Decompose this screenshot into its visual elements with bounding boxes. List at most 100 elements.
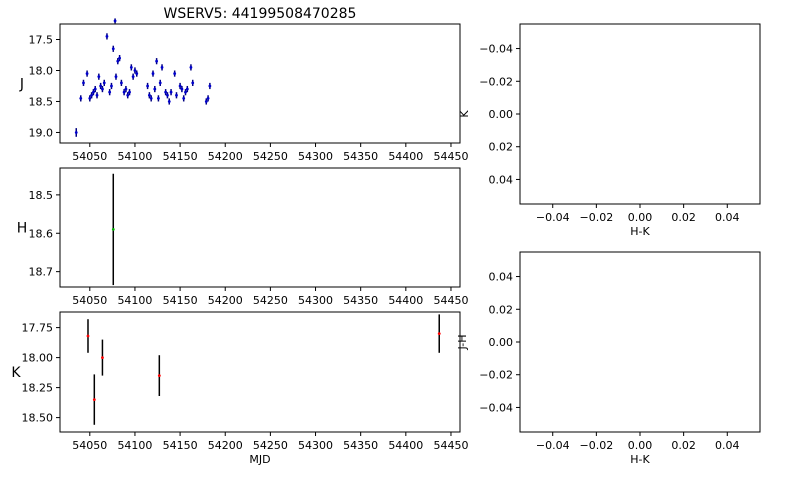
axes-frame xyxy=(59,311,461,433)
data-point xyxy=(155,59,159,63)
x-tick-label: 54300 xyxy=(298,150,333,163)
x-tick-label: 54400 xyxy=(388,150,423,163)
data-point xyxy=(92,398,96,401)
data-point xyxy=(114,75,118,79)
x-tick-label: 0.00 xyxy=(628,211,653,224)
panel-j: 54050 54100 54150 54200 54250 54300 54350 54400… xyxy=(19,18,468,163)
y-axis-label: H xyxy=(17,221,28,237)
data-point xyxy=(85,72,89,75)
data-point xyxy=(108,90,112,94)
x-tick-label: 54350 xyxy=(343,294,378,307)
data-point xyxy=(99,84,103,88)
axes-frame xyxy=(519,251,761,433)
data-point xyxy=(118,56,121,60)
x-tick-label: −0.04 xyxy=(536,439,570,452)
data-point xyxy=(185,87,189,91)
x-tick-label: 54300 xyxy=(298,294,333,307)
data-point xyxy=(101,87,104,91)
y-tick-label: −0.04 xyxy=(479,43,513,56)
x-tick-label: 54150 xyxy=(163,150,198,163)
x-tick-label: 54150 xyxy=(163,439,198,452)
x-tick-label: 54250 xyxy=(253,294,288,307)
data-point xyxy=(178,84,182,88)
data-point xyxy=(88,96,92,100)
panel-hk-k: −0.04 −0.02 0.00 0.02 0.04 −0.04 −0.02 0.00 0.02… xyxy=(458,23,761,238)
data-point xyxy=(169,90,173,94)
x-axis-label: H-K xyxy=(630,225,650,238)
x-tick-label: 54150 xyxy=(163,294,198,307)
y-tick-label: 17.5 xyxy=(29,33,54,46)
y-tick-label: 18.50 xyxy=(22,412,54,425)
data-point xyxy=(116,59,120,63)
y-tick-label: 18.5 xyxy=(29,189,54,202)
figure-title: WSERV5: 44199508470285 xyxy=(164,6,357,22)
data-point xyxy=(147,93,151,97)
axes-frame xyxy=(59,23,461,144)
x-tick-label: −0.04 xyxy=(536,211,570,224)
x-tick-label: −0.02 xyxy=(580,439,614,452)
data-point xyxy=(149,96,153,100)
x-tick-label: 54200 xyxy=(208,150,243,163)
y-tick-label: 18.6 xyxy=(29,227,54,240)
data-point xyxy=(86,334,90,338)
x-tick-label: 54050 xyxy=(72,439,107,452)
x-tick-label: 0.04 xyxy=(715,211,740,224)
data-point xyxy=(92,90,95,94)
y-tick-label: 0.02 xyxy=(489,303,514,316)
y-tick-label: −0.02 xyxy=(479,75,513,88)
x-axis-label: H-K xyxy=(630,453,650,466)
data-point xyxy=(110,84,113,88)
data-point xyxy=(182,96,186,100)
y-tick-label: −0.02 xyxy=(479,369,513,382)
data-point xyxy=(173,72,177,75)
x-tick-label: 54450 xyxy=(433,294,468,307)
y-axis-label: K xyxy=(458,110,471,118)
x-tick-label: −0.02 xyxy=(580,211,614,224)
y-tick-label: 17.75 xyxy=(22,322,54,335)
data-point xyxy=(119,81,123,85)
data-point xyxy=(111,47,115,51)
y-tick-label: 0.00 xyxy=(489,336,514,349)
data-point xyxy=(102,81,106,85)
data-point xyxy=(79,96,83,100)
x-tick-label: 54400 xyxy=(388,439,423,452)
panel-k: 54050 54100 54150 54200 54250 54300 54350 54400… xyxy=(11,311,468,466)
data-point xyxy=(122,90,126,94)
y-tick-label: 0.02 xyxy=(489,141,514,154)
axes-frame xyxy=(59,167,461,288)
data-point xyxy=(129,65,133,69)
x-tick-label: 0.04 xyxy=(715,439,740,452)
x-axis-label: MJD xyxy=(249,453,270,466)
data-point xyxy=(82,81,85,85)
panel-hk-jh: −0.04 −0.02 0.00 0.02 0.04 −0.04 −0.02 0.00 0.02… xyxy=(456,251,761,466)
x-tick-label: 54200 xyxy=(208,294,243,307)
y-tick-label: 0.00 xyxy=(489,108,514,121)
data-point xyxy=(167,100,171,103)
x-tick-label: 54400 xyxy=(388,294,423,307)
data-point xyxy=(184,90,187,94)
y-axis-label: J-H xyxy=(456,334,469,350)
x-tick-label: 54100 xyxy=(117,294,152,307)
data-point xyxy=(131,75,135,79)
data-point xyxy=(111,228,115,231)
x-tick-label: 54250 xyxy=(253,439,288,452)
data-point xyxy=(175,93,178,97)
data-point xyxy=(208,84,212,88)
data-point xyxy=(113,19,117,23)
y-axis-label: K xyxy=(11,365,21,381)
data-point xyxy=(95,93,99,97)
y-tick-label: 18.00 xyxy=(22,352,54,365)
data-point xyxy=(153,87,157,91)
x-tick-label: 54100 xyxy=(117,439,152,452)
data-point xyxy=(146,84,149,88)
data-point xyxy=(101,356,104,359)
x-tick-label: 54350 xyxy=(343,150,378,163)
data-point xyxy=(90,93,94,97)
y-tick-label: 0.04 xyxy=(489,271,514,284)
data-point xyxy=(124,87,128,91)
x-tick-label: 54300 xyxy=(298,439,333,452)
x-tick-label: 54450 xyxy=(433,439,468,452)
data-point xyxy=(206,96,210,100)
data-point xyxy=(93,87,97,91)
data-point xyxy=(158,81,162,85)
